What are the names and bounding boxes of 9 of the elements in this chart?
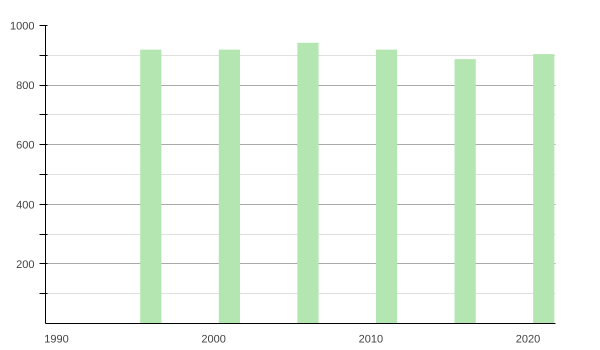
x-tick-label: 2020 bbox=[516, 334, 540, 346]
y-tick-label: 1000 bbox=[10, 20, 35, 32]
y-tick-label: 400 bbox=[16, 199, 35, 212]
y-tick-label: 200 bbox=[16, 258, 35, 271]
x-tick-label: 2010 bbox=[358, 334, 384, 346]
x-tick-label: 1990 bbox=[44, 334, 69, 346]
x-tick-label: 2000 bbox=[201, 334, 226, 346]
y-tick-label: 600 bbox=[16, 140, 35, 152]
y-tick-label: 800 bbox=[16, 80, 35, 92]
